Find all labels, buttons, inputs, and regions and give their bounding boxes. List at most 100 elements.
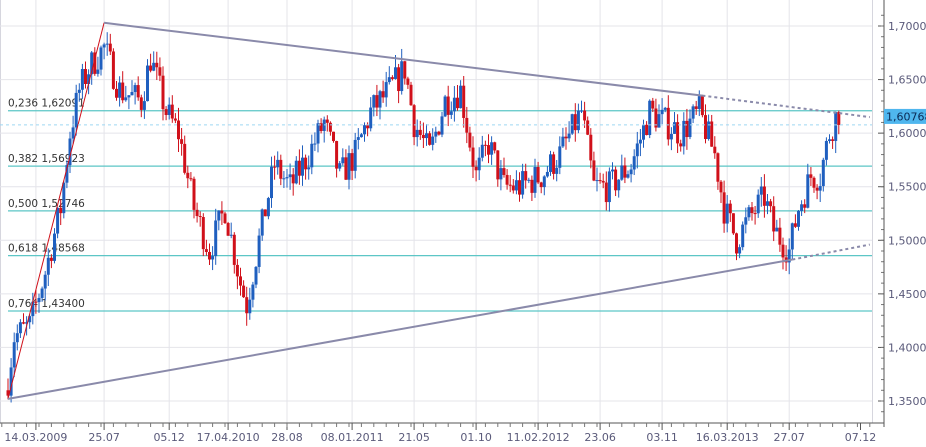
candle-body	[505, 174, 509, 185]
y-tick-label: 1,4500	[888, 288, 926, 301]
candle-body	[201, 217, 205, 250]
candle-body	[456, 97, 459, 109]
fibonacci-levels: 0,236 1,62091 0,382 1,56923 0,500 1,52746 0…	[8, 98, 872, 312]
candle-body	[707, 121, 711, 140]
candle-body	[657, 114, 661, 128]
candle-body	[744, 217, 748, 225]
candle-body	[409, 84, 413, 106]
candle-body	[130, 92, 134, 96]
candle-body	[390, 77, 394, 79]
candle-body	[146, 65, 149, 102]
candle-body	[378, 91, 382, 108]
candle-body	[415, 129, 419, 138]
candle-body	[99, 47, 103, 70]
candle-body	[406, 78, 410, 85]
candle-body	[15, 333, 19, 343]
candle-body	[496, 150, 500, 180]
x-tick-label: 16.03.2013	[696, 431, 759, 444]
candle-body	[263, 209, 267, 217]
candle-body	[787, 249, 791, 263]
candle-body	[604, 182, 608, 203]
candle-body	[834, 112, 838, 141]
candle-body	[369, 107, 373, 129]
candle-body	[614, 169, 618, 191]
candle-body	[676, 122, 680, 144]
candle-body	[195, 209, 199, 217]
candle-body	[778, 227, 782, 245]
candle-body	[660, 109, 664, 115]
candle-body	[68, 138, 72, 166]
candle-body	[46, 257, 50, 275]
candle-body	[570, 114, 574, 134]
candle-body	[276, 159, 280, 168]
candle-body	[564, 136, 568, 139]
candle-body	[632, 156, 636, 170]
candle-body	[490, 142, 494, 155]
candle-body	[356, 137, 360, 140]
candle-body	[700, 96, 704, 116]
candle-body	[90, 52, 94, 75]
candle-body	[583, 110, 587, 121]
candle-body	[511, 185, 515, 191]
candle-body	[545, 171, 549, 177]
candle-body	[474, 166, 478, 171]
candle-body	[576, 110, 580, 131]
y-tick-label: 1,5000	[888, 234, 926, 247]
candle-body	[728, 203, 732, 214]
candle-body	[499, 168, 503, 180]
candle-body	[722, 192, 726, 224]
candle-body	[313, 143, 317, 145]
x-tick-label: 21.05	[398, 431, 430, 444]
x-tick-label: 27.07	[773, 431, 805, 444]
candle-body	[223, 213, 227, 224]
candle-body	[173, 118, 177, 121]
candle-body	[831, 139, 835, 141]
candle-body	[198, 216, 202, 218]
candle-body	[381, 91, 385, 98]
candle-body	[666, 107, 670, 140]
candle-body	[394, 67, 397, 79]
candle-body	[22, 322, 25, 324]
candle-body	[803, 204, 807, 208]
candle-body	[375, 95, 379, 108]
candle-body	[781, 244, 785, 258]
candle-body	[620, 165, 624, 180]
candle-body	[558, 146, 562, 168]
candle-body	[812, 177, 816, 188]
candle-body	[189, 178, 193, 180]
candle-body	[539, 182, 543, 188]
candle-body	[623, 165, 627, 178]
current-price-label: 1,60768	[886, 110, 926, 123]
candle-body	[251, 284, 255, 300]
candle-body	[161, 75, 165, 110]
candle-body	[403, 61, 407, 79]
candle-body	[502, 168, 506, 175]
candle-body	[471, 147, 475, 167]
candle-body	[642, 124, 645, 140]
candle-body	[806, 174, 810, 208]
candle-body	[74, 92, 78, 128]
candle-body	[759, 186, 763, 195]
candle-body	[682, 120, 686, 147]
candle-body	[325, 119, 329, 123]
candle-body	[710, 121, 714, 147]
candle-body	[638, 139, 642, 144]
candle-body	[239, 276, 242, 286]
candle-body	[155, 62, 159, 68]
candle-body	[589, 134, 593, 161]
candle-body	[353, 139, 357, 171]
candle-body	[186, 172, 190, 179]
candle-body	[766, 201, 769, 206]
candle-body	[428, 133, 432, 145]
x-tick-label: 05.12	[153, 431, 185, 444]
candle-body	[366, 125, 370, 129]
candle-body	[468, 132, 472, 148]
candle-body	[449, 111, 453, 115]
candle-body	[691, 106, 695, 119]
candle-body	[573, 114, 577, 131]
candle-body	[561, 136, 565, 147]
candle-body	[248, 299, 252, 314]
candle-body	[750, 207, 754, 214]
y-tick-label: 1,6500	[888, 74, 926, 87]
